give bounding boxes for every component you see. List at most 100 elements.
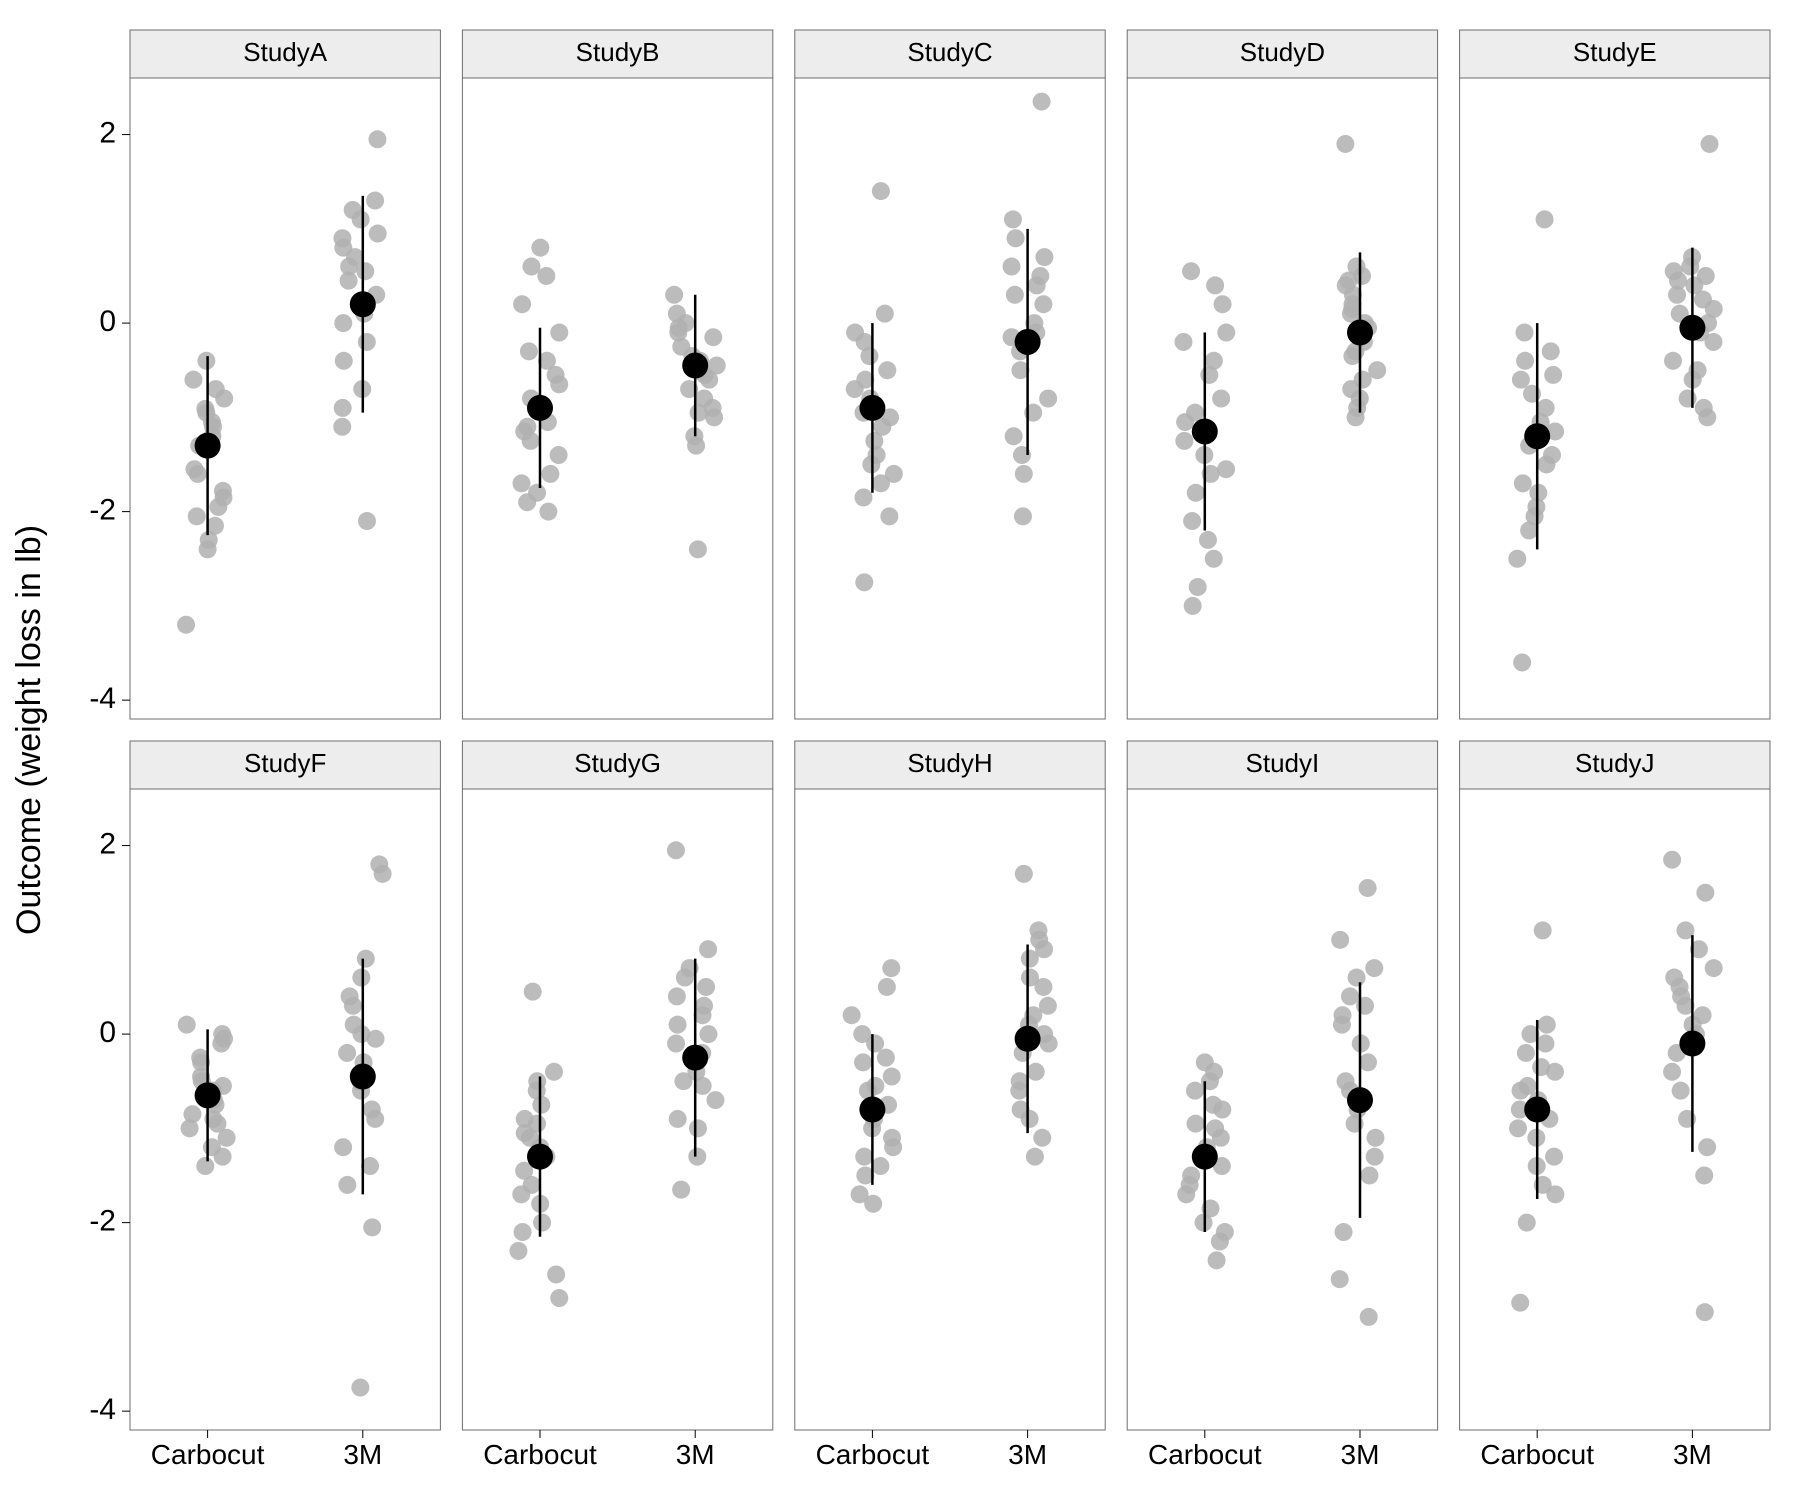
jitter-point <box>860 347 878 365</box>
x-tick-label: 3M <box>676 1439 715 1470</box>
jitter-point <box>1538 1016 1556 1034</box>
jitter-point <box>341 987 359 1005</box>
jitter-point <box>1331 931 1349 949</box>
jitter-point <box>550 324 568 342</box>
mean-point <box>195 433 221 459</box>
jitter-point <box>1356 997 1374 1015</box>
jitter-point <box>358 512 376 530</box>
jitter-point <box>1205 550 1223 568</box>
jitter-point <box>366 1110 384 1128</box>
jitter-point <box>1187 1115 1205 1133</box>
jitter-point <box>697 978 715 996</box>
jitter-point <box>1205 352 1223 370</box>
jitter-point <box>1004 210 1022 228</box>
facet-label: StudyD <box>1240 37 1325 67</box>
x-tick-label: 3M <box>1008 1439 1047 1470</box>
jitter-point <box>1513 653 1531 671</box>
jitter-point <box>185 460 203 478</box>
jitter-point <box>690 404 708 422</box>
jitter-point <box>1033 93 1051 111</box>
y-tick-label: 2 <box>99 116 116 149</box>
jitter-point <box>1175 432 1193 450</box>
jitter-point <box>708 357 726 375</box>
jitter-point <box>1006 286 1024 304</box>
mean-point <box>1524 423 1550 449</box>
jitter-point <box>1543 446 1561 464</box>
jitter-point <box>1695 399 1713 417</box>
jitter-point <box>1015 865 1033 883</box>
jitter-point <box>1526 507 1544 525</box>
jitter-point <box>177 616 195 634</box>
jitter-point <box>1359 879 1377 897</box>
panel-border <box>1460 78 1770 719</box>
jitter-point <box>1512 1082 1530 1100</box>
jitter-point <box>1199 531 1217 549</box>
jitter-point <box>352 1025 370 1043</box>
jitter-point <box>877 1049 895 1067</box>
jitter-point <box>532 1096 550 1114</box>
jitter-point <box>866 1077 884 1095</box>
facet-label: StudyF <box>244 748 326 778</box>
jitter-point <box>865 432 883 450</box>
jitter-point <box>704 328 722 346</box>
jitter-point <box>208 1115 226 1133</box>
jitter-point <box>1187 484 1205 502</box>
panel-border <box>1127 78 1437 719</box>
jitter-point <box>1217 324 1235 342</box>
jitter-point <box>1512 371 1530 389</box>
jitter-point <box>1336 135 1354 153</box>
jitter-point <box>1511 1294 1529 1312</box>
mean-point <box>195 1082 221 1108</box>
mean-point <box>350 291 376 317</box>
jitter-point <box>668 987 686 1005</box>
jitter-point <box>181 1119 199 1137</box>
y-tick-label: 0 <box>99 305 116 338</box>
jitter-point <box>356 262 374 280</box>
jitter-point <box>178 1016 196 1034</box>
jitter-point <box>512 1185 530 1203</box>
jitter-point <box>667 841 685 859</box>
jitter-point <box>1698 1138 1716 1156</box>
jitter-point <box>533 1214 551 1232</box>
jitter-point <box>550 1289 568 1307</box>
mean-point <box>1679 1031 1705 1057</box>
jitter-point <box>667 1035 685 1053</box>
jitter-point <box>1015 465 1033 483</box>
mean-point <box>1347 320 1373 346</box>
facet-label: StudyG <box>574 748 661 778</box>
jitter-point <box>1366 1129 1384 1147</box>
mean-point <box>527 1144 553 1170</box>
jitter-point <box>878 978 896 996</box>
jitter-point <box>520 342 538 360</box>
jitter-point <box>338 1044 356 1062</box>
jitter-point <box>352 210 370 228</box>
jitter-point <box>528 1072 546 1090</box>
jitter-point <box>1695 1166 1713 1184</box>
mean-point <box>682 353 708 379</box>
mean-point <box>859 1097 885 1123</box>
mean-point <box>1524 1097 1550 1123</box>
jitter-point <box>1335 1223 1353 1241</box>
jitter-point <box>1343 300 1361 318</box>
jitter-point <box>1182 262 1200 280</box>
jitter-point <box>1174 333 1192 351</box>
jitter-point <box>1545 1148 1563 1166</box>
jitter-point <box>1014 507 1032 525</box>
jitter-point <box>537 267 555 285</box>
jitter-point <box>1515 324 1533 342</box>
jitter-point <box>338 1176 356 1194</box>
jitter-point <box>199 540 217 558</box>
jitter-point <box>1214 295 1232 313</box>
jitter-point <box>706 1091 724 1109</box>
jitter-point <box>334 1138 352 1156</box>
jitter-point <box>550 375 568 393</box>
y-tick-label: -2 <box>89 1205 116 1238</box>
panel-border <box>130 789 440 1430</box>
jitter-point <box>843 1006 861 1024</box>
jitter-point <box>1348 969 1366 987</box>
panel-border <box>462 789 772 1430</box>
jitter-point <box>1663 851 1681 869</box>
mean-point <box>350 1064 376 1090</box>
jitter-point <box>876 305 894 323</box>
x-tick-label: 3M <box>343 1439 382 1470</box>
